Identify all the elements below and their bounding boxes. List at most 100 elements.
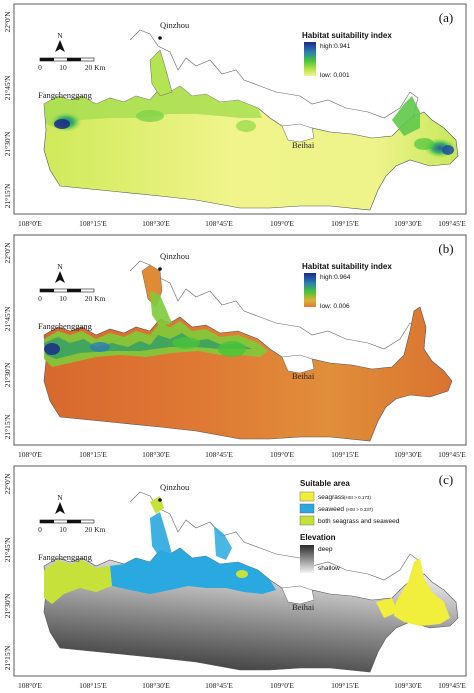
x-tick: 108°15'E [79,219,107,228]
legend-high: high:0.964 [320,274,351,281]
place-label-beihai: Beihai [292,371,315,381]
x-tick: 108°15'E [79,681,107,690]
y-tick: 21°15'N [3,414,12,439]
y-tick: 21°45'N [3,306,12,331]
x-tick: 109°30'E [394,681,422,690]
svg-text:0: 0 [38,525,42,534]
legend: Habitat suitability index high:0.941 low… [302,31,392,79]
legend-elevation-title: Elevation [300,533,336,542]
legend-swatch-both [299,515,315,526]
y-tick: 22°0'N [3,242,12,264]
legend-high: high:0.941 [320,43,351,50]
y-tick: 21°30'N [3,131,12,156]
legend-item-both: both seagrass and seaweed [318,518,400,525]
panel-a: 108°0'E 108°15'E 108°30'E 108°45'E 109°0… [0,0,474,231]
seagrass-area [394,558,450,626]
svg-text:10: 10 [59,63,67,72]
panel-c: 108°0'E 108°15'E 108°30'E 108°45'E 109°0… [0,462,474,693]
place-label-fangchenggang: Fangchenggang [38,321,93,331]
x-tick: 108°45'E [205,219,233,228]
y-tick: 21°30'N [3,362,12,387]
x-tick: 108°30'E [142,681,170,690]
legend-title: Suitable area [300,479,350,488]
x-tick: 108°0'E [18,450,42,459]
legend-title: Habitat suitability index [302,262,392,271]
panel-b: 108°0'E 108°15'E 108°30'E 108°45'E 109°0… [0,231,474,462]
x-tick: 109°0'E [270,219,294,228]
x-tick: 109°45'E [438,681,466,690]
place-label-fangchenggang: Fangchenggang [38,552,93,562]
place-label-qinzhou: Qinzhou [160,20,190,30]
scale-bar: 0 10 20 Km [38,519,106,534]
legend-swatch-seaweed [299,503,315,514]
legend-shallow: shallow [318,565,340,572]
legend-item-seaweed: seaweed [318,506,344,513]
x-tick: 109°15'E [331,681,359,690]
north-arrow-icon: N [55,262,65,283]
svg-text:20 Km: 20 Km [85,63,106,72]
svg-text:20 Km: 20 Km [85,294,106,303]
scale-bar: 0 10 20 Km [38,288,106,303]
x-axis-ticks: 108°0'E 108°15'E 108°30'E 108°45'E 109°0… [18,681,466,690]
x-tick: 108°30'E [142,219,170,228]
legend-low: low: 0.001 [320,72,350,79]
place-label-beihai: Beihai [292,602,315,612]
x-tick: 109°0'E [270,450,294,459]
svg-text:10: 10 [59,525,67,534]
north-arrow-icon: N [55,493,65,514]
place-label-qinzhou: Qinzhou [160,251,190,261]
y-tick: 21°30'N [3,593,12,618]
x-axis-ticks: 108°0'E 108°15'E 108°30'E 108°45'E 109°0… [18,219,466,228]
legend-item-note: (HSI > 0.337) [346,507,373,512]
svg-text:20 Km: 20 Km [85,525,106,534]
legend-deep: deep [318,546,333,553]
x-tick: 108°0'E [18,219,42,228]
x-tick: 109°0'E [270,681,294,690]
x-tick: 109°15'E [331,450,359,459]
x-tick: 108°15'E [79,450,107,459]
y-axis-ticks: 22°0'N 21°45'N 21°30'N 21°15'N [3,11,12,208]
legend-item-note: (HSI > 0.173) [344,495,371,500]
legend-item-seagrass: seagrass [318,494,345,501]
y-tick: 21°15'N [3,183,12,208]
legend-low: low: 0.006 [320,303,350,310]
x-tick: 108°30'E [142,450,170,459]
x-tick: 109°45'E [438,219,466,228]
x-tick: 108°45'E [205,681,233,690]
svg-text:0: 0 [38,294,42,303]
svg-text:N: N [57,31,63,40]
svg-text:N: N [57,493,63,502]
x-tick: 108°45'E [205,450,233,459]
x-tick: 109°30'E [394,219,422,228]
legend-title: Habitat suitability index [302,31,392,40]
legend-colorbar [304,42,316,76]
y-axis-ticks: 22°0'N 21°45'N 21°30'N 21°15'N [3,242,12,439]
x-tick: 109°45'E [438,450,466,459]
legend: Suitable area seagrass (HSI > 0.173) sea… [299,479,400,573]
x-tick: 108°0'E [18,681,42,690]
legend-colorbar [304,273,316,307]
north-arrow-icon: N [55,31,65,52]
panel-label: (c) [439,472,453,487]
both-area [44,560,112,604]
place-label-beihai: Beihai [292,140,315,150]
legend-elevation-bar [300,545,314,573]
scale-bar: 0 10 20 Km [38,57,106,72]
x-tick: 109°15'E [331,219,359,228]
legend-swatch-seagrass [299,491,315,502]
x-axis-ticks: 108°0'E 108°15'E 108°30'E 108°45'E 109°0… [18,450,466,459]
panel-label: (b) [438,241,453,256]
y-tick: 21°45'N [3,75,12,100]
seaweed-area [110,548,276,594]
svg-text:N: N [57,262,63,271]
svg-text:0: 0 [38,63,42,72]
y-tick: 21°15'N [3,645,12,670]
x-tick: 109°30'E [394,450,422,459]
y-tick: 22°0'N [3,11,12,33]
place-label-fangchenggang: Fangchenggang [38,90,93,100]
y-axis-ticks: 22°0'N 21°45'N 21°30'N 21°15'N [3,473,12,670]
y-tick: 22°0'N [3,473,12,495]
place-label-qinzhou: Qinzhou [160,482,190,492]
svg-text:10: 10 [59,294,67,303]
